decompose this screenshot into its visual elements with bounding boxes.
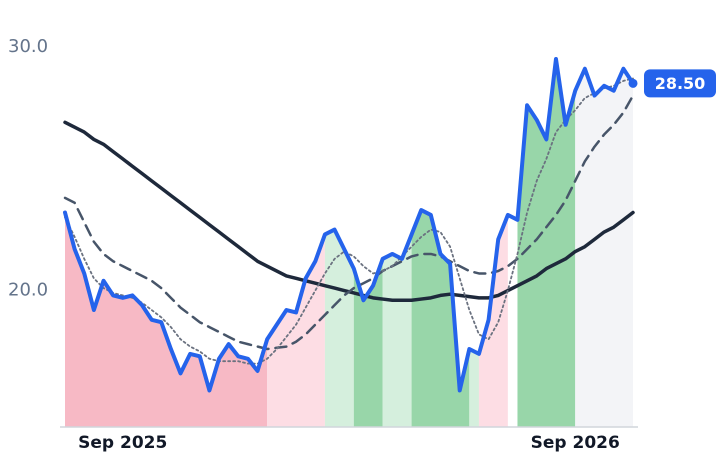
segment-fill	[353, 258, 383, 427]
series-line	[63, 56, 635, 393]
series-line	[63, 94, 635, 351]
segment-fill	[575, 68, 633, 427]
y-tick-label: 30.0	[8, 36, 48, 57]
segment-fill	[517, 58, 576, 427]
segment-fill	[469, 349, 479, 427]
badge-label: 28.50	[655, 74, 706, 93]
badge-bg	[644, 69, 716, 98]
last-value-badge: 28.50	[644, 69, 716, 98]
segment-fill	[478, 214, 508, 427]
y-tick-label: 20.0	[8, 280, 48, 301]
x-tick-label: Sep 2025	[78, 433, 167, 453]
x-tick-label: Sep 2026	[531, 433, 620, 453]
series-line	[64, 77, 634, 365]
segment-fill	[411, 210, 470, 427]
segment-fill	[382, 234, 412, 427]
segment-fill	[324, 229, 354, 427]
last-point	[628, 78, 638, 88]
